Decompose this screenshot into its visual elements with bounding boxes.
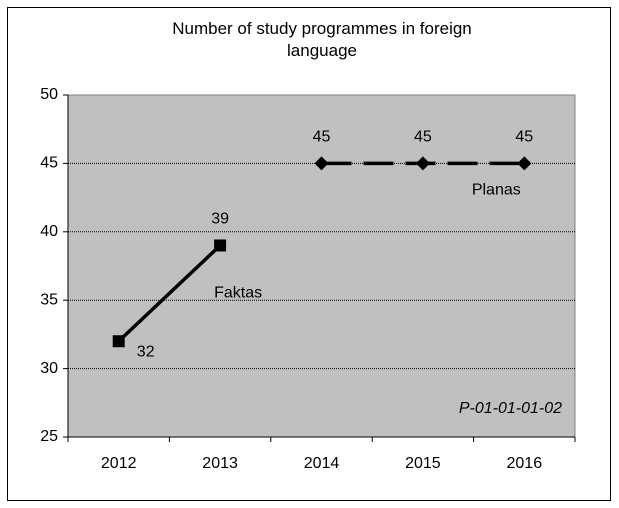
marker	[415, 156, 430, 171]
x-tick-label: 2015	[405, 455, 441, 472]
data-label: 45	[515, 129, 533, 146]
y-tick-label: 35	[40, 291, 58, 308]
marker	[214, 239, 227, 252]
marker	[314, 156, 329, 171]
data-label: 32	[137, 343, 155, 360]
data-label: 39	[211, 211, 229, 228]
y-tick-label: 50	[40, 86, 58, 103]
data-label: 45	[414, 129, 432, 146]
series-label: Planas	[472, 182, 521, 199]
annotation: P-01-01-01-02	[459, 400, 562, 417]
y-tick-label: 40	[40, 223, 58, 240]
chart-title: Number of study programmes in foreign la…	[172, 19, 472, 60]
y-tick-label: 45	[40, 155, 58, 172]
y-tick-label: 30	[40, 360, 58, 377]
x-tick-label: 2013	[202, 455, 238, 472]
plot-area	[67, 94, 576, 438]
series-line	[117, 244, 222, 343]
marker	[517, 156, 532, 171]
series-label: Faktas	[214, 285, 262, 302]
y-tick-label: 25	[40, 428, 58, 445]
x-tick-label: 2012	[101, 455, 137, 472]
marker	[112, 335, 125, 348]
x-tick-label: 2014	[304, 455, 340, 472]
x-tick-label: 2016	[507, 455, 543, 472]
data-label: 45	[313, 129, 331, 146]
